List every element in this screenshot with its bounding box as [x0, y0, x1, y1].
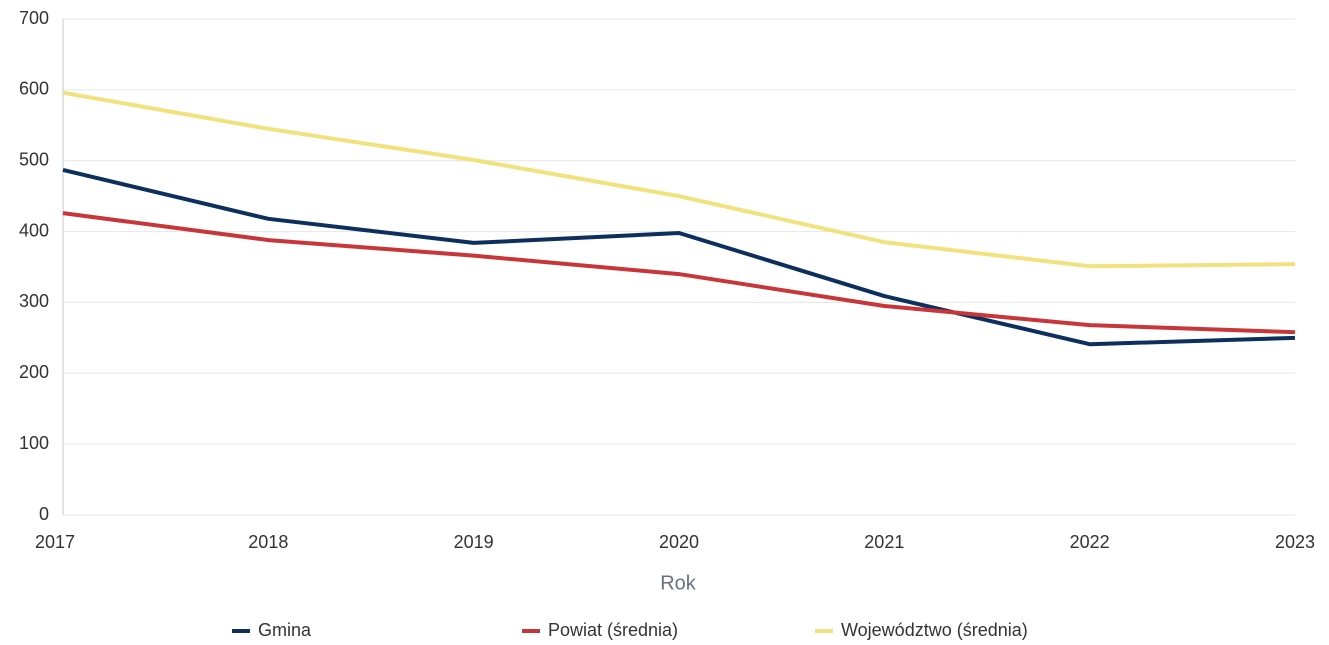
- x-tick-label: 2021: [864, 532, 904, 552]
- series-line: [62, 211, 1296, 335]
- x-tick-label: 2017: [35, 532, 75, 552]
- x-tick-label: 2020: [659, 532, 699, 552]
- y-tick-label: 300: [19, 291, 49, 311]
- x-tick-label: 2023: [1275, 532, 1315, 552]
- x-tick-label: 2018: [248, 532, 288, 552]
- y-tick-label: 400: [19, 220, 49, 240]
- legend-label: Gmina: [258, 620, 312, 640]
- legend-label: Powiat (średnia): [548, 620, 678, 640]
- x-axis-label: Rok: [660, 572, 697, 594]
- y-tick-label: 700: [19, 8, 49, 28]
- x-tick-label: 2019: [454, 532, 494, 552]
- series-line: [62, 167, 1296, 347]
- y-tick-label: 500: [19, 149, 49, 169]
- y-tick-label: 200: [19, 362, 49, 382]
- x-tick-label: 2022: [1070, 532, 1110, 552]
- legend-label: Województwo (średnia): [841, 620, 1028, 640]
- series-line: [62, 90, 1296, 269]
- y-tick-label: 100: [19, 433, 49, 453]
- y-tick-label: 0: [39, 504, 49, 524]
- y-tick-label: 600: [19, 79, 49, 99]
